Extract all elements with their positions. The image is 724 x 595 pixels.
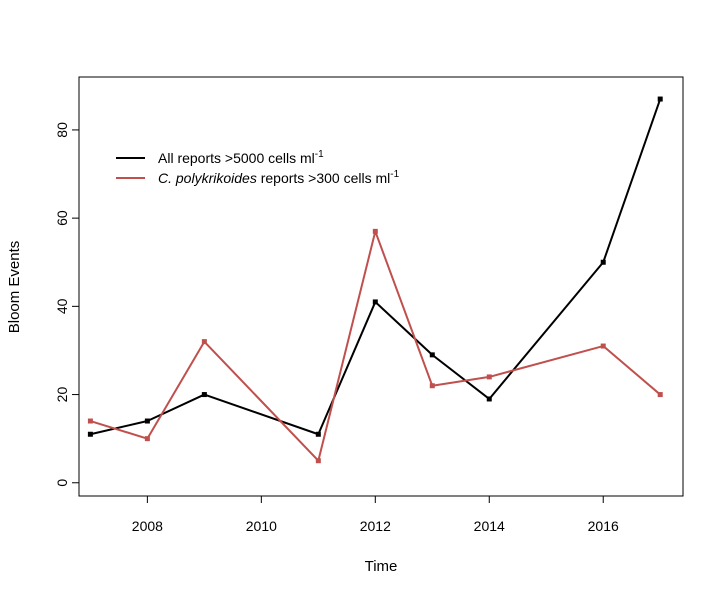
series-0 [87, 96, 663, 437]
y-tick-label-40: 40 [54, 298, 70, 314]
series-0-point-2011 [315, 431, 321, 437]
legend-entry-0: All reports >5000 cells ml-1 [116, 149, 324, 166]
y-tick-label-20: 20 [54, 387, 70, 403]
series-0-point-2009 [201, 392, 207, 398]
series-0-point-2016 [600, 259, 606, 265]
series-0-point-2012 [372, 299, 378, 305]
x-tick-label-2014: 2014 [474, 518, 505, 534]
series-layer [87, 96, 663, 464]
series-1-point-2007 [87, 418, 93, 424]
legend-label-sup-0: -1 [315, 149, 324, 160]
legend-label-0: All reports >5000 cells ml-1 [158, 149, 324, 166]
x-axis: 2008 2010 2012 2014 2016 [132, 496, 619, 534]
x-tick-label-2008: 2008 [132, 518, 163, 534]
series-1-point-2017 [657, 392, 663, 398]
x-tick-label-2012: 2012 [360, 518, 391, 534]
plot-box [78, 76, 684, 497]
series-1-point-2011 [315, 458, 321, 464]
x-axis-title: Time [365, 558, 398, 575]
legend-entry-1: C. polykrikoides reports >300 cells ml-1 [116, 169, 400, 186]
series-0-point-2014 [486, 396, 492, 402]
legend-label-1: C. polykrikoides reports >300 cells ml-1 [158, 169, 400, 186]
legend-label-italic-1: C. polykrikoides [158, 170, 257, 186]
y-tick-label-60: 60 [54, 210, 70, 226]
series-1-point-2008 [144, 436, 150, 442]
series-1 [87, 228, 663, 464]
series-0-point-2013 [429, 352, 435, 358]
legend-label-text-1: reports >300 cells ml [257, 170, 390, 186]
y-tick-label-0: 0 [54, 479, 70, 487]
series-1-line [90, 230, 661, 462]
series-1-point-2014 [486, 374, 492, 380]
x-tick-label-2016: 2016 [588, 518, 619, 534]
series-0-point-2007 [87, 431, 93, 437]
y-axis: 0 20 40 60 80 [54, 122, 79, 487]
y-tick-label-80: 80 [54, 122, 70, 138]
legend-label-sup-1: -1 [390, 169, 399, 180]
series-1-point-2009 [201, 339, 207, 345]
x-tick-label-2010: 2010 [246, 518, 277, 534]
series-1-point-2013 [429, 383, 435, 389]
series-0-point-2017 [657, 96, 663, 102]
series-0-point-2008 [144, 418, 150, 424]
legend-label-text-0: All reports >5000 cells ml [158, 150, 315, 166]
series-1-point-2012 [372, 228, 378, 234]
y-axis-title: Bloom Events [6, 241, 23, 334]
series-1-point-2016 [600, 343, 606, 349]
legend: All reports >5000 cells ml-1C. polykriko… [116, 149, 400, 186]
